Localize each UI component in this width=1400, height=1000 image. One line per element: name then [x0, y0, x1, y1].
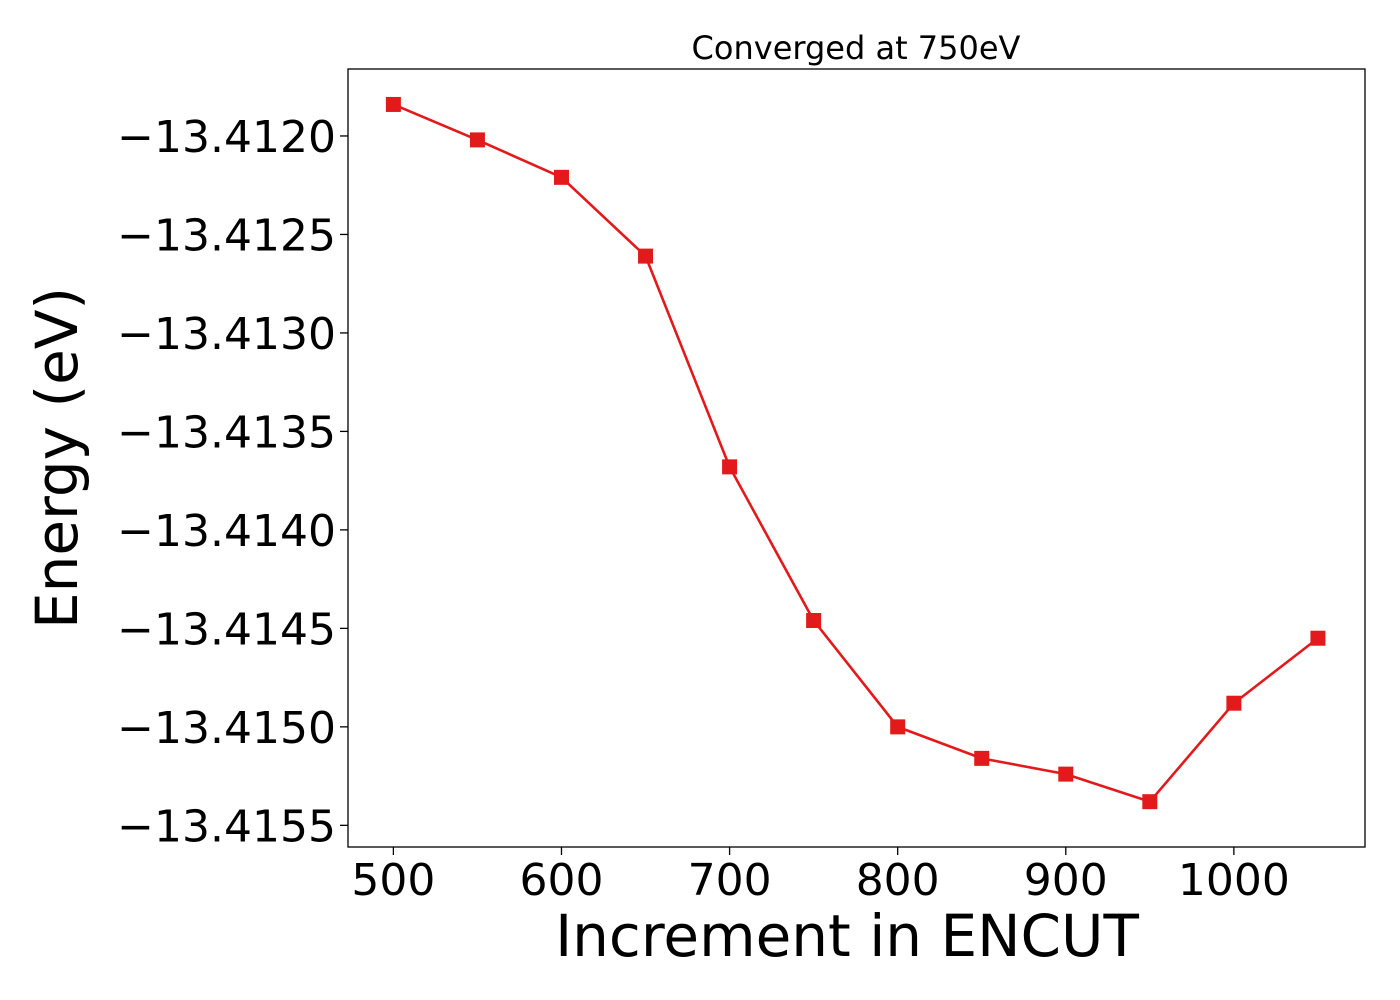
x-tick-label: 500 [351, 855, 435, 906]
data-point [1226, 695, 1242, 711]
data-point [1058, 766, 1074, 782]
data-point [385, 96, 401, 112]
series-line [392, 103, 1319, 803]
x-tick-label: 1000 [1178, 855, 1290, 906]
x-tick-label: 700 [688, 855, 772, 906]
y-axis: −13.4120 −13.4125 −13.4130 −13.4135 −13.4140… [117, 112, 348, 852]
plot-area-frame [347, 68, 1366, 848]
chart-title: Converged at 750eV [692, 29, 1021, 67]
y-tick-label: −13.4145 [117, 604, 336, 655]
y-tick-label: −13.4140 [117, 506, 336, 557]
data-point [553, 169, 569, 185]
data-point [722, 459, 738, 475]
data-point [974, 750, 990, 766]
y-tick-label: −13.4155 [117, 801, 336, 852]
y-axis-title: Energy (eV) [23, 287, 91, 629]
series-energy [385, 96, 1326, 810]
y-tick-label: −13.4135 [117, 407, 336, 458]
y-tick-label: −13.4125 [117, 210, 336, 261]
x-axis-title: Increment in ENCUT [555, 902, 1139, 970]
x-tick-label: 600 [519, 855, 603, 906]
y-tick-label: −13.4150 [117, 703, 336, 754]
y-tick-label: −13.4130 [117, 309, 336, 360]
x-tick-label: 900 [1024, 855, 1108, 906]
x-tick-label: 800 [856, 855, 940, 906]
data-point [638, 248, 654, 264]
data-point [806, 612, 822, 628]
data-point [890, 719, 906, 735]
y-tick-label: −13.4120 [117, 112, 336, 163]
data-point [469, 132, 485, 148]
x-axis: 500 600 700 800 900 1000 [351, 847, 1290, 906]
data-point [1310, 630, 1326, 646]
data-point [1142, 794, 1158, 810]
